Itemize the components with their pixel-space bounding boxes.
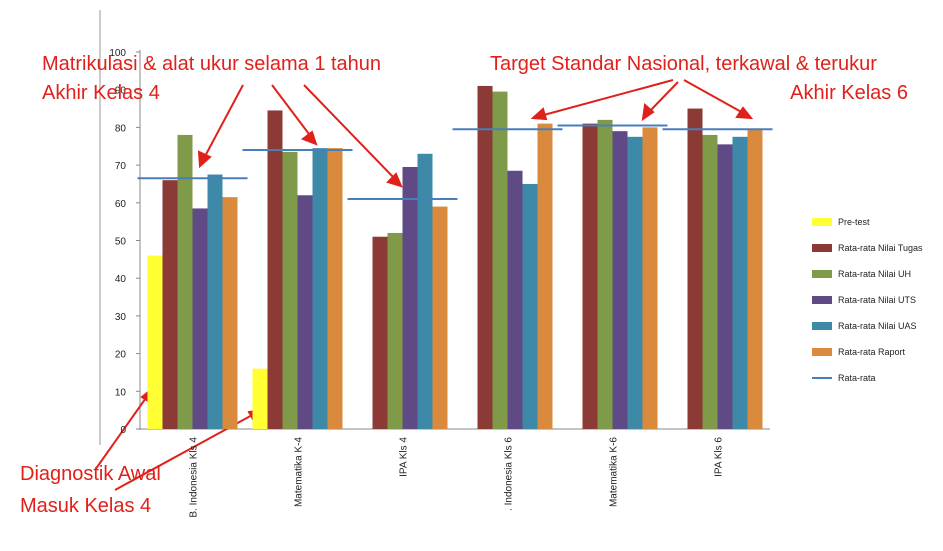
bar: [432, 206, 448, 429]
y-tick-label: 90: [115, 86, 127, 97]
bar: [732, 136, 748, 429]
bar: [687, 108, 703, 430]
y-tick-label: 50: [115, 237, 127, 248]
legend-label: Pre-test: [838, 217, 870, 227]
y-tick-label: 20: [115, 350, 127, 361]
y-tick-label: 100: [109, 48, 126, 59]
bar: [252, 368, 268, 429]
legend-swatch: [812, 244, 832, 252]
bar: [477, 85, 493, 430]
bar: [327, 148, 343, 429]
annotation: Akhir Kelas 6: [790, 82, 908, 104]
legend-label: Rata-rata Nilai UAS: [838, 321, 917, 331]
bar: [222, 197, 238, 429]
y-tick-label: 10: [115, 387, 127, 398]
bar: [177, 134, 193, 429]
bar: [612, 131, 628, 430]
legend-swatch: [812, 296, 832, 304]
legend-swatch: [812, 270, 832, 278]
bar: [372, 236, 388, 429]
bar: [162, 180, 178, 429]
y-tick-label: 70: [115, 161, 127, 172]
bar: [492, 91, 508, 430]
legend-label: Rata-rata Nilai Tugas: [838, 243, 923, 253]
bar: [537, 123, 553, 429]
y-tick-label: 60: [115, 199, 127, 210]
annotation: Diagnostik Awal: [20, 463, 161, 485]
y-tick-label: 40: [115, 274, 127, 285]
legend-label: Rata-rata Raport: [838, 347, 906, 357]
bar: [417, 153, 433, 430]
annotation: Target Standar Nasional, terkawal & teru…: [490, 53, 877, 75]
bar: [642, 127, 658, 430]
y-tick-label: 80: [115, 123, 127, 134]
legend-swatch: [812, 348, 832, 356]
x-tick-label: Matematika K-4: [294, 437, 305, 507]
bar: [267, 110, 283, 429]
x-tick-label: IPA Kls 4: [399, 437, 410, 477]
bar: [312, 148, 328, 429]
bar: [747, 129, 763, 429]
annotation: Matrikulasi & alat ukur selama 1 tahun: [42, 53, 381, 75]
bar: [702, 134, 718, 429]
legend-swatch: [812, 218, 832, 226]
annotation: Akhir Kelas 4: [42, 82, 160, 104]
bar: [507, 170, 523, 429]
x-tick-label: Matematika K-6: [609, 437, 620, 507]
x-tick-label: IPA Kls 6: [714, 437, 725, 477]
bar: [402, 166, 418, 430]
y-tick-label: 0: [120, 425, 126, 436]
legend-label: Rata-rata Nilai UTS: [838, 295, 916, 305]
legend-swatch: [812, 322, 832, 330]
bar: [717, 144, 733, 430]
x-tick-label: B. Indonesia Kls 4: [189, 437, 200, 518]
bar: [207, 174, 223, 429]
bar: [192, 208, 208, 429]
bar: [282, 151, 298, 429]
bar: [627, 136, 643, 429]
bar: [597, 119, 613, 430]
bar: [297, 195, 313, 429]
annotation: Masuk Kelas 4: [20, 495, 151, 517]
bar: [387, 232, 403, 429]
bar: [582, 123, 598, 429]
legend-label: Rata-rata Nilai UH: [838, 269, 911, 279]
x-tick-label: . Indonesia Kls 6: [504, 437, 515, 511]
legend-label: Rata-rata: [838, 373, 876, 383]
y-tick-label: 30: [115, 312, 127, 323]
bar: [147, 255, 163, 429]
bar: [522, 183, 538, 429]
